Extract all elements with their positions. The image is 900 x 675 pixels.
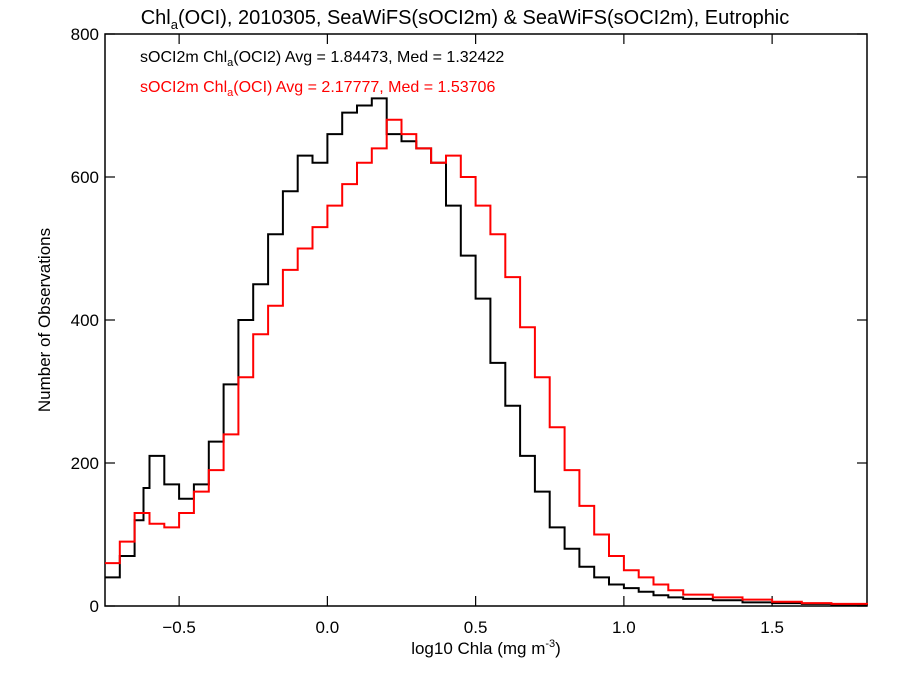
y-axis-label: Number of Observations	[35, 228, 54, 412]
y-tick-label: 600	[71, 168, 99, 187]
plot-frame	[104, 33, 868, 607]
x-tick-label: 0.0	[316, 618, 340, 637]
legend-entry-black: sOCI2m Chla(OCI2) Avg = 1.84473, Med = 1…	[140, 49, 504, 69]
histogram-series-0	[105, 97, 868, 606]
series-group	[105, 97, 868, 606]
histogram-series-1	[105, 118, 868, 605]
x-tick-label: 1.0	[612, 618, 636, 637]
chart-title: Chla(OCI), 2010305, SeaWiFS(sOCI2m) & Se…	[141, 7, 790, 32]
y-tick-label: 200	[71, 454, 99, 473]
x-tick-label: 0.5	[464, 618, 488, 637]
x-tick-label: −0.5	[162, 618, 196, 637]
y-tick-label: 400	[71, 311, 99, 330]
y-tick-label: 800	[71, 25, 99, 44]
y-tick-label: 0	[90, 597, 99, 616]
axis-ticks: −0.5 0.0 0.5 1.0 1.5 0 200 400 600 800	[71, 25, 867, 637]
x-axis-label: log10 Chla (mg m-3)	[411, 638, 561, 658]
x-tick-label: 1.5	[760, 618, 784, 637]
legend-entry-red: sOCI2m Chla(OCI) Avg = 2.17777, Med = 1.…	[140, 79, 495, 99]
legend: sOCI2m Chla(OCI2) Avg = 1.84473, Med = 1…	[140, 49, 504, 99]
